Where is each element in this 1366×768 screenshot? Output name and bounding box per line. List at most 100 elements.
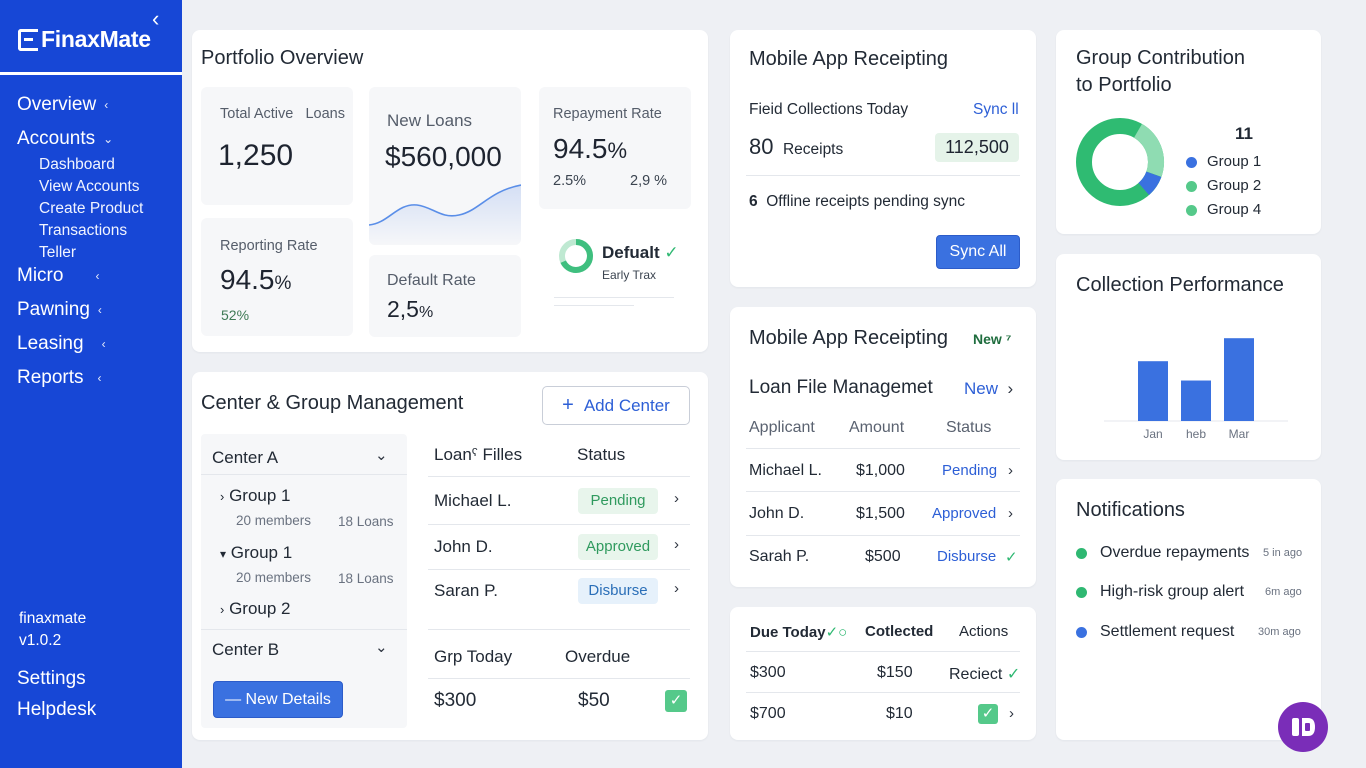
applicant-name[interactable]: Michael L. [749,462,822,479]
notification-text[interactable]: High-risk group alert [1100,583,1245,600]
reject-action[interactable]: Reciect ✓ [949,664,1020,684]
notifications-panel: Notifications Overdue repayments 5 in ag… [1056,479,1321,740]
divider [201,474,407,475]
checkbox-checked-icon[interactable]: ✓ [665,690,687,712]
receipts-label: Receipts [782,141,844,158]
subnav-dashboard[interactable]: Dashboard [39,156,115,173]
center-group-title: Center & Group Management [201,392,464,414]
divider [201,629,407,630]
applicant-name[interactable]: John D. [749,505,805,522]
chevron-down-icon[interactable]: ⌄ [375,447,388,464]
checkbox-checked-icon[interactable]: ✓ [978,704,998,724]
logo-divider [0,72,182,75]
offline-row: 6 Offline receipts pending sync [749,193,965,211]
collected-value: $150 [877,664,913,681]
group-contribution-title-2: to Portfolio [1076,74,1172,96]
loan-file-name[interactable]: Michael L. [434,491,512,510]
repayment-sub1: 2.5% [553,173,587,189]
sync-link[interactable]: Sync ll [973,101,1019,118]
nav-helpdesk[interactable]: Helpdesk [17,699,97,720]
legend-dot-group2 [1186,181,1197,192]
notification-time: 30m ago [1258,626,1301,638]
applicant-amount: $1,500 [856,505,905,522]
add-center-label: Add Center [583,395,670,415]
group-row[interactable]: › Group 2 [220,599,291,619]
app-logo[interactable]: FinaxMate [18,26,151,53]
overdue-header: Overdue [565,647,631,666]
subnav-teller[interactable]: Teller [39,244,77,261]
nav-label: Overview [17,94,97,115]
assistant-chat-button[interactable] [1278,702,1328,752]
nav-pawning[interactable]: Pawning ‹ [17,299,102,321]
assistant-logo-icon [1292,718,1315,736]
notification-text[interactable]: Settlement request [1100,623,1235,640]
applicant-name[interactable]: Sarah P. [749,548,810,565]
bar-mar [1224,338,1254,421]
chevron-left-icon: ‹ [104,98,109,112]
subnav-create-product[interactable]: Create Product [39,200,144,217]
value-unit: % [607,138,628,163]
chevron-right-icon[interactable]: › [674,580,679,597]
plus-icon: + [562,394,574,416]
grp-today-value: $300 [434,690,477,711]
group-members: 20 members [236,513,312,528]
center-b-label[interactable]: Center B [212,640,280,659]
receipts-count: 80 [749,134,774,159]
nav-label: Accounts [17,128,96,149]
total-active-card: Total Active Loans 1,250 [201,87,353,205]
legend-label: Group 1 [1207,153,1262,170]
nav-label: Micro [17,265,64,286]
group-row[interactable]: ▾ Group 1 [220,543,292,563]
check-icon: ✓○ [825,624,848,641]
chevron-right-icon[interactable]: › [1008,505,1013,522]
chevron-right-icon[interactable]: › [1008,462,1013,479]
chevron-right-icon[interactable]: › [674,536,679,553]
nav-settings[interactable]: Settings [17,668,86,689]
label-part: Loans [305,106,345,122]
notifications-title: Notifications [1076,499,1185,521]
status-header: Status [577,445,626,464]
group-contribution-title: Group Contribution [1076,47,1245,69]
notification-time: 5 in ago [1263,547,1303,559]
loan-file-name[interactable]: John D. [434,537,493,556]
sync-all-button[interactable]: Sync All [936,235,1020,269]
add-center-button[interactable]: + Add Center [542,386,690,425]
nav-micro[interactable]: Micro ‹ [17,265,99,287]
field-collections-label: Fieid Collections Today [749,101,909,118]
total-active-value: 1,250 [218,139,294,172]
new-link[interactable]: New › [964,379,1013,399]
new-loans-sparkline [369,184,521,245]
app-brand-name: finaxmate [19,610,87,627]
chevron-down-icon[interactable]: ⌄ [375,639,388,656]
defualt-title: Defualt ✓ [602,243,679,263]
mobile-receipting-panel: Mobile App Receipting Fieid Collections … [730,30,1036,287]
center-a-label[interactable]: Center A [212,448,279,467]
nav-accounts[interactable]: Accounts ⌄ [17,128,113,150]
mobile-receipting-title: Mobile App Receipting [749,48,949,70]
legend-head: 11 [1235,124,1253,143]
group-row[interactable]: › Group 1 [220,486,291,506]
collapse-sidebar-icon[interactable]: ‹ [152,6,160,31]
legend-label: Group 4 [1207,201,1262,218]
subnav-view-accounts[interactable]: View Accounts [39,178,140,195]
chevron-right-icon: › [1007,379,1014,398]
collected-header: Cotlected [865,623,934,640]
divider [746,175,1020,176]
loan-file-name[interactable]: Saran P. [434,581,498,600]
nav-overview[interactable]: Overview ‹ [17,94,108,116]
app-name: FinaxMate [41,26,151,52]
divider [428,569,690,570]
repayment-value: 94.5% [553,133,627,165]
divider [554,305,634,306]
nav-reports[interactable]: Reports ‹ [17,367,102,389]
group-donut-chart [1076,118,1164,206]
nav-leasing[interactable]: Leasing ‹ [17,333,106,355]
sidebar: FinaxMate ‹ Overview ‹ Accounts ⌄ Dashboar… [0,0,182,768]
reporting-rate-card: Reporting Rate 94.5% 52% [201,218,353,336]
new-details-button[interactable]: — New Details [213,681,343,718]
chevron-right-icon[interactable]: › [674,490,679,507]
notification-text[interactable]: Overdue repayments [1100,544,1250,561]
chevron-right-icon[interactable]: › [1009,705,1014,722]
subnav-transactions[interactable]: Transactions [39,222,128,239]
amount-header: Amount [849,419,905,436]
